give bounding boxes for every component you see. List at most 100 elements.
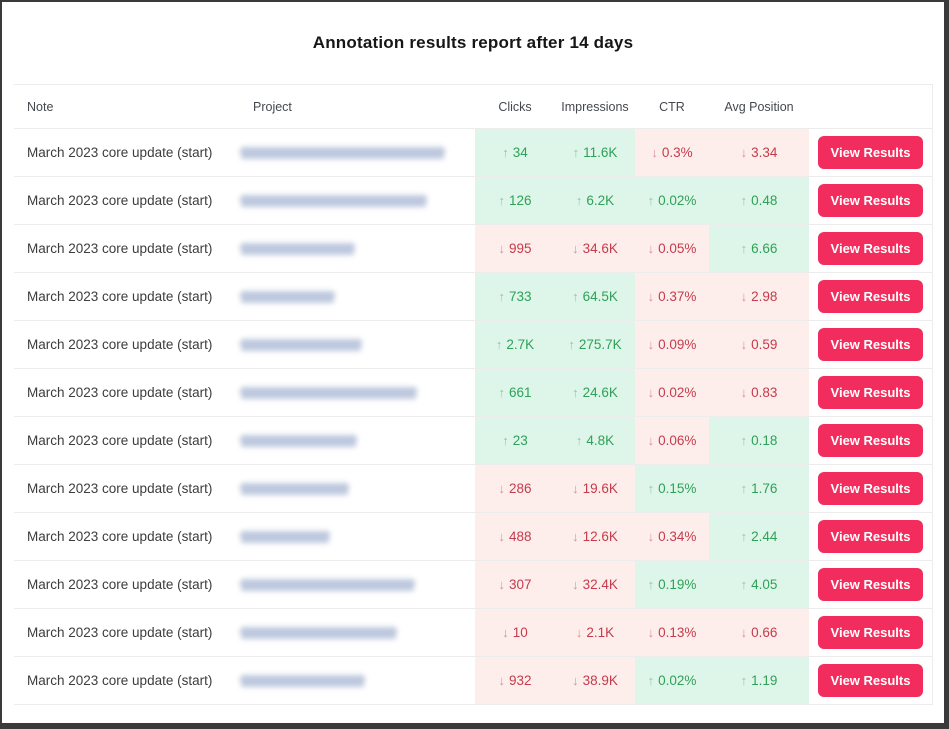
project-link-blurred[interactable] (240, 290, 335, 299)
project-link-blurred[interactable] (240, 338, 362, 347)
clicks-value: 10 (512, 625, 528, 640)
clicks-value: 307 (508, 577, 532, 592)
trend-arrow-icon: ↓ (740, 385, 748, 400)
project-cell (240, 129, 475, 176)
ctr-cell: ↓ 0.06% (635, 417, 709, 464)
project-link-blurred[interactable] (240, 626, 397, 635)
view-results-button[interactable]: View Results (818, 568, 923, 601)
project-link-blurred[interactable] (240, 578, 415, 587)
avg-position-value: 0.48 (751, 193, 778, 208)
table-header-row: Note Project Clicks Impressions CTR Avg … (14, 85, 932, 129)
clicks-value: 733 (508, 289, 532, 304)
project-link-blurred[interactable] (240, 146, 445, 155)
project-cell (240, 513, 475, 560)
project-link-blurred[interactable] (240, 434, 357, 443)
page-title: Annotation results report after 14 days (312, 33, 634, 52)
trend-arrow-icon: ↓ (740, 337, 748, 352)
action-cell: View Results (809, 513, 932, 560)
trend-arrow-icon: ↓ (498, 577, 505, 592)
avg-position-cell: ↑ 0.48 (709, 177, 809, 224)
note-text: March 2023 core update (start) (27, 193, 213, 208)
clicks-value: 2.7K (506, 337, 535, 352)
project-link-blurred[interactable] (240, 482, 349, 491)
clicks-cell: ↓ 286 (475, 465, 555, 512)
action-cell: View Results (809, 177, 932, 224)
project-cell (240, 321, 475, 368)
project-cell (240, 561, 475, 608)
trend-arrow-icon: ↑ (740, 481, 748, 496)
view-results-button[interactable]: View Results (818, 184, 923, 217)
avg-position-cell: ↑ 1.76 (709, 465, 809, 512)
ctr-cell: ↓ 0.13% (635, 609, 709, 656)
ctr-value: 0.19% (658, 577, 697, 592)
impressions-cell: ↑ 11.6K (555, 129, 635, 176)
ctr-value: 0.15% (658, 481, 697, 496)
ctr-cell: ↑ 0.15% (635, 465, 709, 512)
trend-arrow-icon: ↑ (740, 193, 748, 208)
impressions-cell: ↓ 38.9K (555, 657, 635, 704)
trend-arrow-icon: ↑ (498, 289, 505, 304)
clicks-cell: ↑ 34 (475, 129, 555, 176)
ctr-cell: ↑ 0.02% (635, 657, 709, 704)
clicks-value: 126 (508, 193, 532, 208)
impressions-value: 12.6K (582, 529, 618, 544)
action-cell: View Results (809, 321, 932, 368)
project-link-blurred[interactable] (240, 530, 330, 539)
note-text: March 2023 core update (start) (27, 385, 213, 400)
trend-arrow-icon: ↓ (647, 529, 655, 544)
table-row: March 2023 core update (start) ↓ 932 ↓ 38.… (14, 657, 932, 705)
table-row: March 2023 core update (start) ↓ 488 ↓ 12.… (14, 513, 932, 561)
impressions-cell: ↑ 64.5K (555, 273, 635, 320)
avg-position-cell: ↑ 1.19 (709, 657, 809, 704)
impressions-value: 32.4K (582, 577, 618, 592)
impressions-cell: ↓ 12.6K (555, 513, 635, 560)
project-link-blurred[interactable] (240, 674, 365, 683)
view-results-button[interactable]: View Results (818, 280, 923, 313)
table-row: March 2023 core update (start) ↓ 286 ↓ 19.… (14, 465, 932, 513)
ctr-value: 0.34% (658, 529, 697, 544)
action-cell: View Results (809, 657, 932, 704)
view-results-button[interactable]: View Results (818, 520, 923, 553)
trend-arrow-icon: ↓ (647, 337, 655, 352)
impressions-value: 34.6K (582, 241, 618, 256)
column-header-clicks: Clicks (498, 99, 532, 114)
view-results-button[interactable]: View Results (818, 328, 923, 361)
view-results-button[interactable]: View Results (818, 232, 923, 265)
trend-arrow-icon: ↓ (498, 673, 505, 688)
note-cell: March 2023 core update (start) (14, 657, 240, 704)
avg-position-cell: ↓ 2.98 (709, 273, 809, 320)
impressions-cell: ↓ 19.6K (555, 465, 635, 512)
impressions-cell: ↑ 275.7K (555, 321, 635, 368)
report-header: Annotation results report after 14 days (2, 2, 944, 84)
impressions-cell: ↑ 4.8K (555, 417, 635, 464)
view-results-button[interactable]: View Results (818, 376, 923, 409)
avg-position-cell: ↓ 0.83 (709, 369, 809, 416)
table-row: March 2023 core update (start) ↑ 733 ↑ 64.… (14, 273, 932, 321)
view-results-button[interactable]: View Results (818, 424, 923, 457)
clicks-value: 23 (512, 433, 528, 448)
project-cell (240, 657, 475, 704)
view-results-button[interactable]: View Results (818, 664, 923, 697)
trend-arrow-icon: ↑ (740, 529, 748, 544)
impressions-value: 6.2K (586, 193, 615, 208)
project-link-blurred[interactable] (240, 194, 427, 203)
ctr-cell: ↓ 0.09% (635, 321, 709, 368)
project-cell (240, 465, 475, 512)
ctr-value: 0.13% (658, 625, 697, 640)
trend-arrow-icon: ↑ (572, 289, 579, 304)
clicks-value: 34 (512, 145, 528, 160)
project-link-blurred[interactable] (240, 386, 417, 395)
trend-arrow-icon: ↓ (740, 145, 748, 160)
trend-arrow-icon: ↑ (575, 433, 583, 448)
project-link-blurred[interactable] (240, 242, 355, 251)
view-results-button[interactable]: View Results (818, 136, 923, 169)
note-cell: March 2023 core update (start) (14, 417, 240, 464)
avg-position-value: 0.18 (751, 433, 778, 448)
avg-position-value: 6.66 (751, 241, 778, 256)
ctr-value: 0.3% (661, 145, 693, 160)
project-cell (240, 609, 475, 656)
action-cell: View Results (809, 465, 932, 512)
view-results-button[interactable]: View Results (818, 472, 923, 505)
action-cell: View Results (809, 273, 932, 320)
view-results-button[interactable]: View Results (818, 616, 923, 649)
